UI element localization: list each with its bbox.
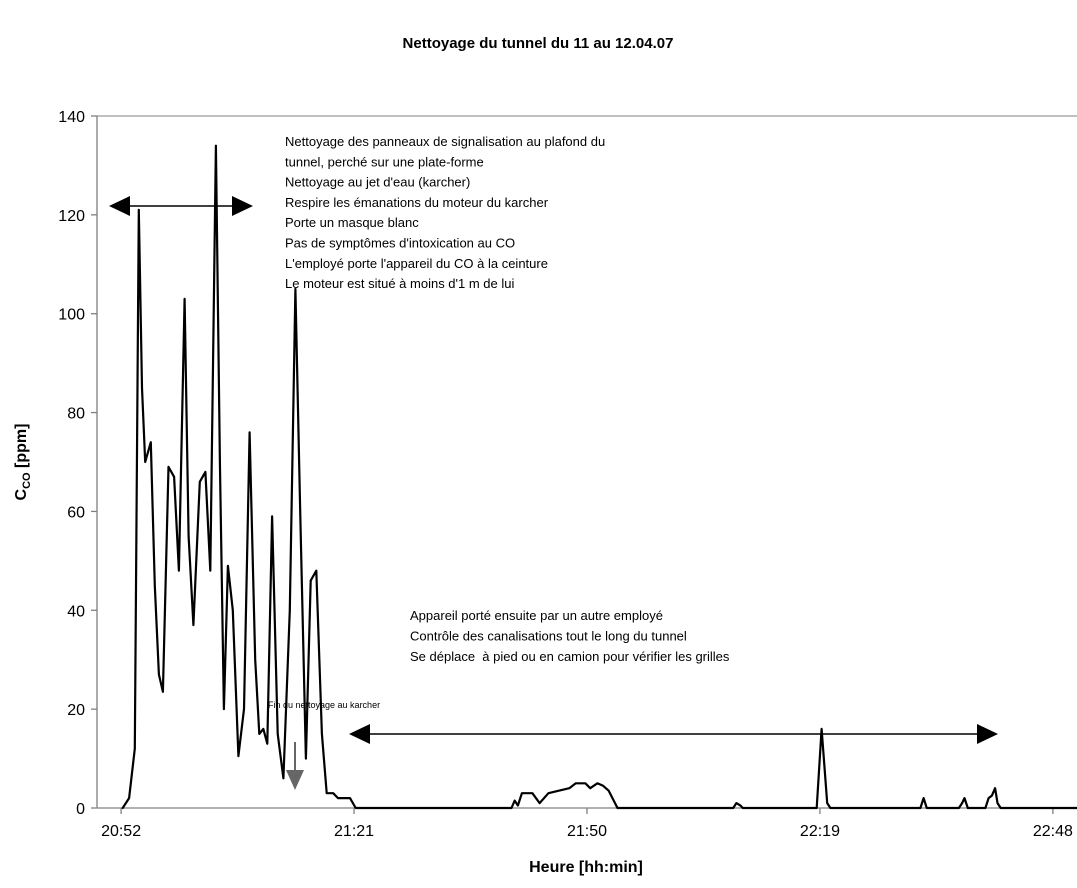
end-of-cleaning-note: Fin du nettoyage au karcher <box>268 700 380 710</box>
second-employee-period-arrow-right-head <box>977 724 998 744</box>
other-employee-note-line: Appareil porté ensuite par un autre empl… <box>410 608 663 623</box>
co-concentration-line <box>121 144 1077 810</box>
karcher-cleaning-note: Nettoyage des panneaux de signalisation … <box>285 134 605 291</box>
x-tick-label: 22:19 <box>800 823 840 840</box>
end-of-cleaning-note-line: Fin du nettoyage au karcher <box>268 700 380 710</box>
karcher-cleaning-note-line: Porte un masque blanc <box>285 215 419 230</box>
other-employee-note-line: Contrôle des canalisations tout le long … <box>410 629 687 644</box>
y-tick-label: 120 <box>58 208 85 225</box>
y-tick-label: 20 <box>67 702 85 719</box>
y-tick-label: 60 <box>67 504 85 521</box>
y-axis-label-sub: CO <box>21 472 33 489</box>
karcher-period-arrow <box>109 196 253 216</box>
y-tick-label: 0 <box>76 801 85 818</box>
y-tick-label: 40 <box>67 603 85 620</box>
y-axis-label-main: C <box>13 488 30 500</box>
series-group <box>121 144 1077 810</box>
y-tick-label: 140 <box>58 109 85 126</box>
chart-title: Nettoyage du tunnel du 11 au 12.04.07 <box>403 35 674 52</box>
x-tick-label: 21:21 <box>334 823 374 840</box>
other-employee-note: Appareil porté ensuite par un autre empl… <box>410 608 730 664</box>
karcher-cleaning-note-line: L'employé porte l'appareil du CO à la ce… <box>285 256 548 271</box>
end-of-cleaning-arrow-head <box>286 770 304 790</box>
x-tick-label: 21:50 <box>567 823 607 840</box>
karcher-period-arrow-right-head <box>232 196 253 216</box>
second-employee-period-arrow <box>349 724 998 744</box>
y-tick-label: 80 <box>67 406 85 423</box>
karcher-cleaning-note-line: Nettoyage des panneaux de signalisation … <box>285 134 605 149</box>
karcher-cleaning-note-line: Le moteur est situé à moins d'1 m de lui <box>285 276 514 291</box>
x-tick-label: 20:52 <box>101 823 141 840</box>
y-tick-label: 100 <box>58 307 85 324</box>
karcher-cleaning-note-line: Nettoyage au jet d'eau (karcher) <box>285 175 470 190</box>
karcher-cleaning-note-line: Respire les émanations du moteur du karc… <box>285 195 549 210</box>
svg-text:CCO [ppm]: CCO [ppm] <box>13 424 33 501</box>
x-axis-label: Heure [hh:min] <box>529 859 643 876</box>
y-axis-label-unit: [ppm] <box>13 424 30 473</box>
karcher-cleaning-note-line: tunnel, perché sur une plate-forme <box>285 154 484 169</box>
karcher-cleaning-note-line: Pas de symptômes d'intoxication au CO <box>285 236 515 251</box>
other-employee-note-line: Se déplace à pied ou en camion pour véri… <box>410 649 730 664</box>
x-ticks: 20:5221:2121:5022:1922:4823:1623:450:140… <box>101 808 1073 840</box>
end-of-cleaning-arrow <box>286 742 304 790</box>
x-tick-label: 22:48 <box>1033 823 1073 840</box>
y-ticks: 0 20 40 60 80 100 120 140 <box>58 109 97 818</box>
y-axis-label: CCO [ppm] <box>13 424 33 501</box>
second-employee-period-arrow-left-head <box>349 724 370 744</box>
karcher-period-arrow-left-head <box>109 196 130 216</box>
